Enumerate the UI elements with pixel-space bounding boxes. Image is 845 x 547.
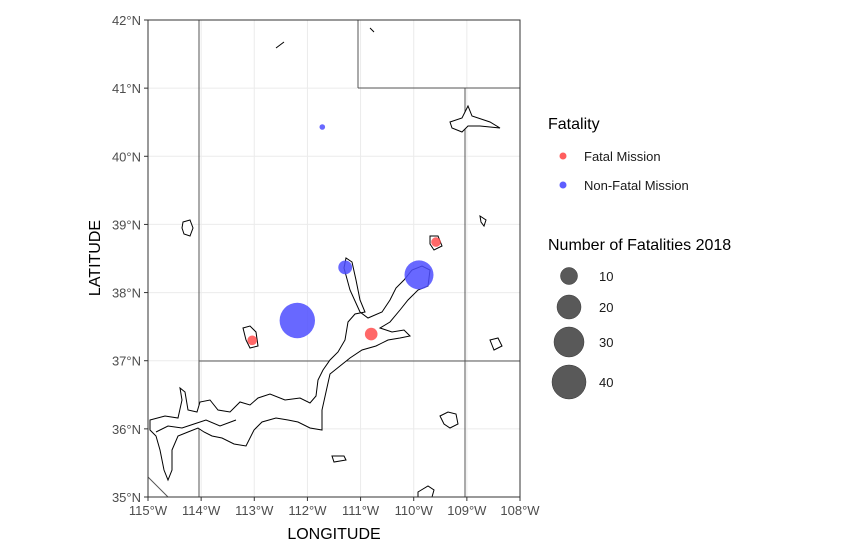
legend-size-title: Number of Fatalities 2018 xyxy=(548,237,731,254)
data-point xyxy=(364,327,378,341)
x-tick-label: 110°W xyxy=(395,503,434,518)
data-point xyxy=(431,237,441,247)
legend-size-label-10: 10 xyxy=(599,269,613,284)
x-tick-label: 112°W xyxy=(288,503,327,518)
data-point xyxy=(279,302,315,339)
data-point xyxy=(247,335,257,346)
legend-nonfatal-label: Non-Fatal Mission xyxy=(584,178,689,193)
y-axis-title: LATITUDE xyxy=(87,220,104,296)
x-tick-label: 113°W xyxy=(235,503,274,518)
legend-size: Number of Fatalities 2018 10 20 30 40 xyxy=(548,237,731,400)
data-points xyxy=(247,124,441,346)
legend-fatal-label: Fatal Mission xyxy=(584,149,661,164)
y-tick-label: 39°N xyxy=(112,217,141,232)
y-tick-label: 35°N xyxy=(112,490,141,505)
legend-size-label-20: 20 xyxy=(599,300,613,315)
x-tick-label: 115°W xyxy=(129,503,168,518)
legend-size-key-40 xyxy=(551,364,587,400)
y-tick-label: 38°N xyxy=(112,286,141,301)
legend-size-key-30 xyxy=(553,326,585,358)
y-tick-label: 40°N xyxy=(112,149,141,164)
y-tick-label: 41°N xyxy=(112,81,141,96)
legend-size-key-20 xyxy=(556,294,582,320)
plot-border xyxy=(147,19,521,498)
x-tick-label: 108°W xyxy=(500,503,540,518)
x-axis: 115°W 114°W 113°W 112°W 111°W 110°W 109°W 108°W xyxy=(129,497,540,518)
x-tick-label: 114°W xyxy=(182,503,221,518)
x-tick-label: 109°W xyxy=(447,503,487,518)
x-axis-title: LONGITUDE xyxy=(287,526,380,543)
legend-fatal-key xyxy=(559,152,567,160)
legend-size-key-10 xyxy=(560,267,578,285)
legend-fatality-title: Fatality xyxy=(548,116,600,133)
legend-fatality: Fatality Fatal Mission Non-Fatal Mission xyxy=(548,116,689,193)
state-boundaries xyxy=(147,20,520,498)
y-tick-label: 37°N xyxy=(112,354,141,369)
data-point xyxy=(319,124,326,130)
legend-nonfatal-key xyxy=(559,181,567,189)
data-point xyxy=(338,260,353,275)
x-tick-label: 111°W xyxy=(342,503,380,518)
data-point xyxy=(404,260,434,290)
y-tick-label: 36°N xyxy=(112,422,141,437)
y-axis: 35°N 36°N 37°N 38°N 39°N 40°N 41°N 42°N xyxy=(112,13,148,505)
y-tick-label: 42°N xyxy=(112,13,141,28)
legend-size-label-30: 30 xyxy=(599,335,613,350)
legend-size-label-40: 40 xyxy=(599,375,613,390)
